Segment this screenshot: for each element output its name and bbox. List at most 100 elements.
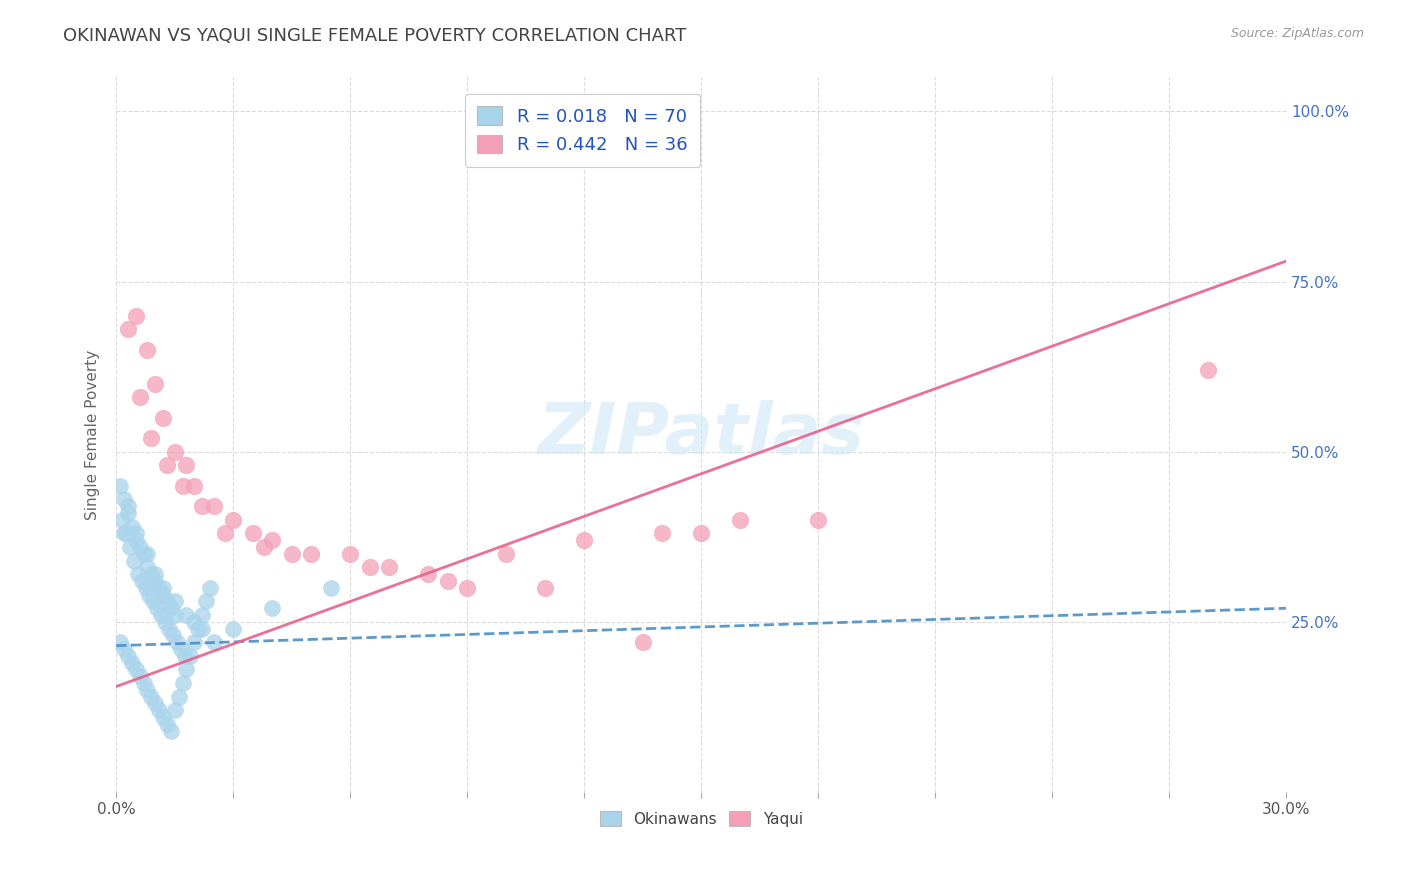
Point [157, 622, 180, 636]
Text: ZIPatlas: ZIPatlas [537, 401, 865, 469]
Point [534, 581, 557, 595]
Point [198, 581, 221, 595]
Point [378, 560, 401, 574]
Point [112, 642, 135, 657]
Point [128, 669, 150, 683]
Point [631, 635, 654, 649]
Point [152, 588, 174, 602]
Point [172, 479, 194, 493]
Point [143, 697, 166, 711]
Point [138, 588, 160, 602]
Point [146, 601, 169, 615]
Point [143, 567, 166, 582]
Point [143, 376, 166, 391]
Y-axis label: Single Female Poverty: Single Female Poverty [86, 350, 100, 520]
Point [156, 458, 179, 473]
Point [169, 642, 191, 657]
Point [167, 690, 190, 704]
Point [162, 628, 184, 642]
Point [160, 601, 183, 615]
Point [1197, 363, 1219, 377]
Point [651, 526, 673, 541]
Point [108, 635, 131, 649]
Point [176, 663, 198, 677]
Point [115, 526, 138, 541]
Point [319, 581, 342, 595]
Point [202, 499, 225, 513]
Point [572, 533, 595, 548]
Point [136, 343, 159, 357]
Point [125, 663, 148, 677]
Point [262, 533, 284, 548]
Point [262, 601, 284, 615]
Point [108, 479, 131, 493]
Point [436, 574, 458, 588]
Point [728, 513, 751, 527]
Point [183, 479, 205, 493]
Point [121, 656, 143, 670]
Point [141, 431, 163, 445]
Point [202, 635, 225, 649]
Point [117, 499, 139, 513]
Point [163, 607, 186, 622]
Point [112, 526, 135, 541]
Point [118, 540, 141, 554]
Text: OKINAWAN VS YAQUI SINGLE FEMALE POVERTY CORRELATION CHART: OKINAWAN VS YAQUI SINGLE FEMALE POVERTY … [63, 27, 686, 45]
Point [156, 717, 179, 731]
Point [194, 594, 217, 608]
Point [148, 581, 170, 595]
Point [152, 581, 174, 595]
Point [152, 410, 174, 425]
Point [128, 390, 150, 404]
Legend: Okinawans, Yaqui: Okinawans, Yaqui [592, 803, 810, 834]
Text: Source: ZipAtlas.com: Source: ZipAtlas.com [1230, 27, 1364, 40]
Point [690, 526, 713, 541]
Point [112, 492, 135, 507]
Point [191, 607, 214, 622]
Point [117, 648, 139, 663]
Point [131, 574, 153, 588]
Point [807, 513, 830, 527]
Point [495, 547, 517, 561]
Point [191, 499, 214, 513]
Point [136, 560, 159, 574]
Point [125, 309, 148, 323]
Point [156, 594, 179, 608]
Point [152, 710, 174, 724]
Point [214, 526, 236, 541]
Point [111, 513, 134, 527]
Point [176, 458, 198, 473]
Point [183, 615, 205, 629]
Point [163, 444, 186, 458]
Point [187, 622, 209, 636]
Point [163, 594, 186, 608]
Point [122, 553, 145, 567]
Point [222, 622, 245, 636]
Point [125, 526, 148, 541]
Point [253, 540, 276, 554]
Point [141, 690, 163, 704]
Point [136, 547, 159, 561]
Point [134, 581, 156, 595]
Point [163, 703, 186, 717]
Point [148, 703, 170, 717]
Point [183, 635, 205, 649]
Point [150, 607, 173, 622]
Point [127, 567, 149, 582]
Point [456, 581, 478, 595]
Point [117, 506, 139, 520]
Point [222, 513, 245, 527]
Point [280, 547, 302, 561]
Point [141, 567, 163, 582]
Point [142, 594, 165, 608]
Point [172, 676, 194, 690]
Point [143, 574, 166, 588]
Point [125, 533, 148, 548]
Point [121, 519, 143, 533]
Point [132, 676, 155, 690]
Point [160, 723, 183, 738]
Point [179, 648, 201, 663]
Point [153, 615, 176, 629]
Point [117, 322, 139, 336]
Point [173, 648, 195, 663]
